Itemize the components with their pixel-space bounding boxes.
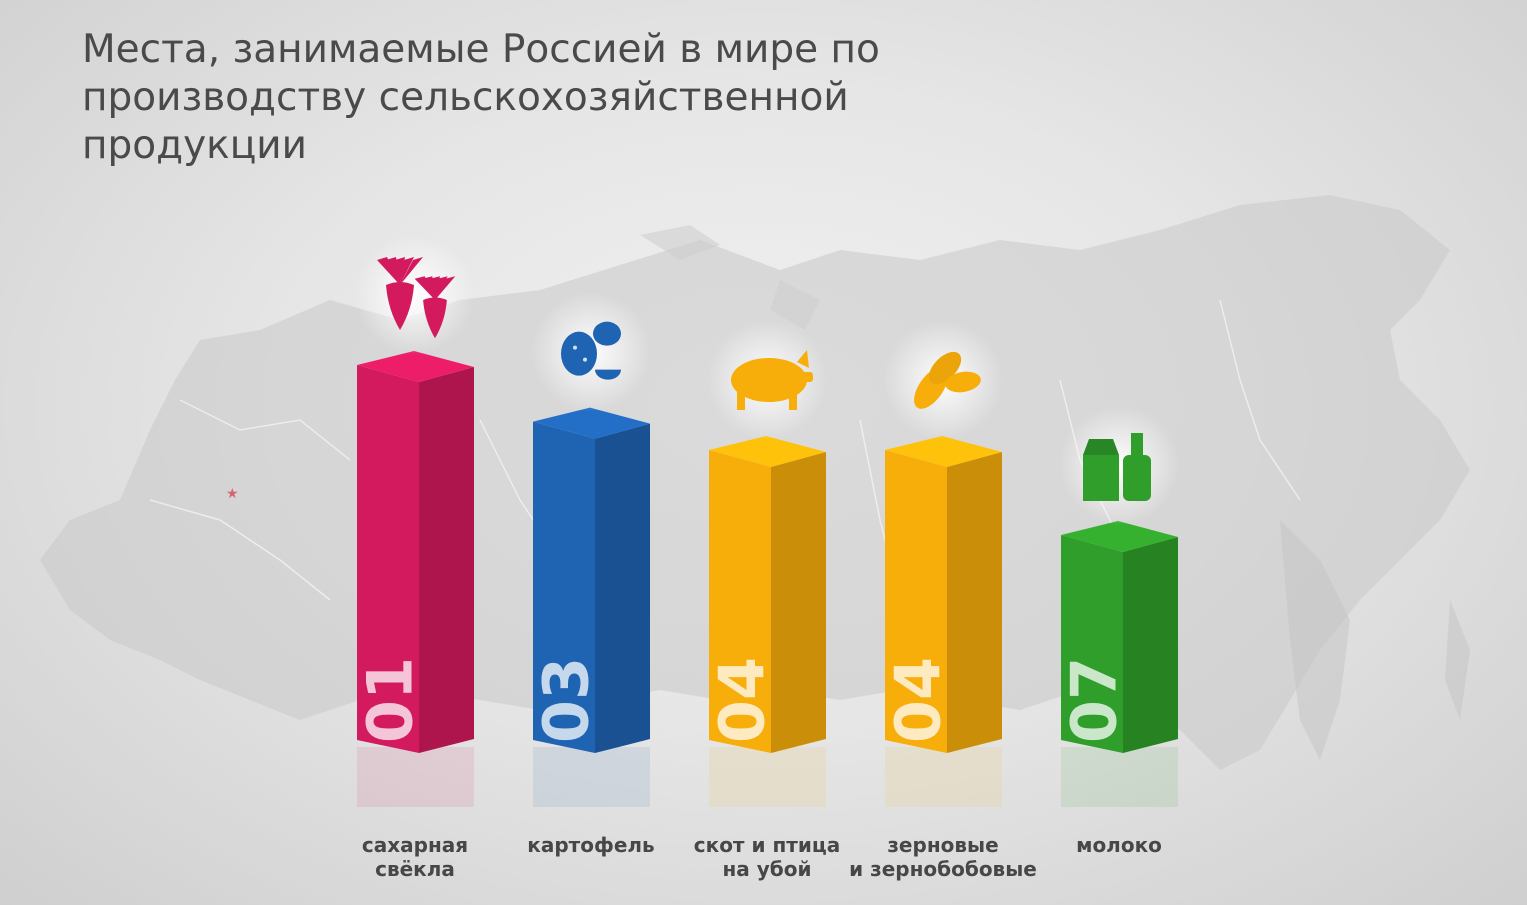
category-label: молоко <box>1076 833 1162 857</box>
capital-star-icon: ★ <box>226 486 239 502</box>
bar-top <box>709 436 826 467</box>
bar <box>357 351 474 807</box>
rank-label: 03 <box>530 657 603 743</box>
pig-icon <box>707 320 827 440</box>
bar-top <box>533 407 650 439</box>
bar-side <box>595 423 650 753</box>
bar-front <box>885 450 947 753</box>
bar-top <box>357 351 474 382</box>
bar-side <box>771 452 826 753</box>
category-label: скот и птица на убой <box>693 833 841 881</box>
bar-front <box>533 421 595 753</box>
category-label: зерновые и зернобобовые <box>849 833 1037 881</box>
category-label: картофель <box>527 833 655 857</box>
grain-icon <box>883 320 1003 440</box>
rank-label: 04 <box>882 657 955 743</box>
bar <box>1061 521 1178 807</box>
potato-icon <box>531 291 651 412</box>
chart-title: Места, занимаемые Россией в мире по прои… <box>82 27 880 168</box>
bar <box>709 436 826 807</box>
bar <box>533 407 650 807</box>
rank-label: 07 <box>1058 657 1131 743</box>
bar-top <box>885 436 1002 467</box>
category-label: сахарная свёкла <box>361 833 469 881</box>
rank-label: 01 <box>354 657 427 743</box>
milk-icon <box>1059 405 1179 525</box>
bar <box>885 436 1002 807</box>
bar-side <box>1123 537 1178 753</box>
rank-label: 04 <box>706 657 779 743</box>
bar-front <box>357 365 419 753</box>
bar-side <box>947 452 1002 753</box>
bar-front <box>1061 535 1123 753</box>
bar-side <box>419 367 474 753</box>
sugar-beet-icon <box>355 235 475 355</box>
bar-front <box>709 450 771 753</box>
bar-top <box>1061 521 1178 552</box>
